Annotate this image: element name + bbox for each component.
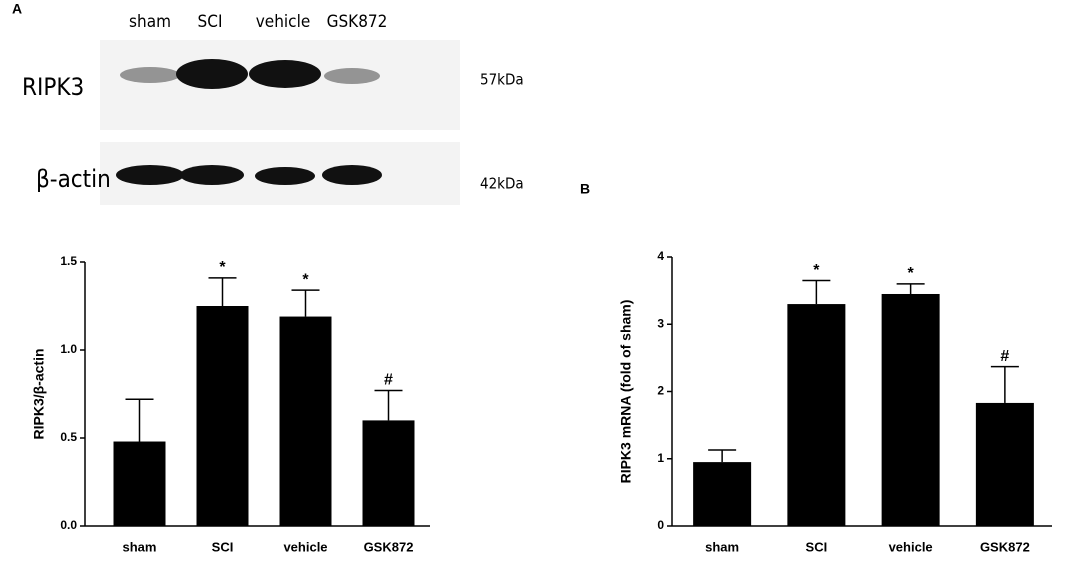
band xyxy=(322,165,382,185)
significance-mark: * xyxy=(813,262,820,279)
significance-mark: * xyxy=(908,265,915,282)
bar xyxy=(196,306,249,526)
bar xyxy=(881,293,940,526)
band xyxy=(176,59,248,89)
band xyxy=(249,60,321,88)
significance-mark: * xyxy=(302,271,309,288)
band xyxy=(120,67,180,83)
y-tick-label: 1.0 xyxy=(60,342,77,356)
bar xyxy=(362,420,415,526)
y-tick-label: 0 xyxy=(657,518,664,532)
y-tick-label: 4 xyxy=(657,249,664,263)
x-tick-label: GSK872 xyxy=(364,539,414,554)
y-tick-label: 1.5 xyxy=(60,254,77,268)
y-axis-label: RIPK3/β-actin xyxy=(31,348,47,439)
x-tick-label: sham xyxy=(705,539,739,554)
y-tick-label: 0.0 xyxy=(60,518,77,532)
size-label: 57kDa xyxy=(480,71,524,89)
y-axis-label: RIPK3 mRNA (fold of sham) xyxy=(618,300,634,484)
x-tick-label: SCI xyxy=(806,539,828,554)
bar xyxy=(975,402,1034,526)
bar xyxy=(787,304,846,526)
panel-label: B xyxy=(580,181,590,197)
y-tick-label: 0.5 xyxy=(60,430,77,444)
significance-mark: # xyxy=(384,372,393,389)
significance-mark: * xyxy=(219,259,226,276)
western-blot: sham SCI vehicle GSK872 RIPK3 β-actin 57… xyxy=(22,12,524,205)
x-tick-label: sham xyxy=(123,539,157,554)
band xyxy=(255,167,315,185)
protein-label: RIPK3 xyxy=(22,73,84,101)
protein-label: β-actin xyxy=(36,165,111,193)
x-tick-label: SCI xyxy=(212,539,234,554)
y-tick-label: 2 xyxy=(657,384,664,398)
bar xyxy=(279,316,332,526)
x-tick-label: vehicle xyxy=(283,539,327,554)
significance-mark: # xyxy=(1000,348,1009,365)
bar xyxy=(693,462,752,526)
lane-label: SCI xyxy=(198,12,223,32)
lane-label: vehicle xyxy=(256,12,310,32)
size-label: 42kDa xyxy=(480,175,524,193)
lane-label: GSK872 xyxy=(327,12,388,32)
bar xyxy=(113,441,166,526)
x-tick-label: GSK872 xyxy=(980,539,1030,554)
panel-label: A xyxy=(12,1,22,17)
y-tick-label: 3 xyxy=(657,316,664,330)
lane-label: sham xyxy=(129,12,171,32)
y-tick-label: 1 xyxy=(657,451,664,465)
band xyxy=(180,165,244,185)
band xyxy=(324,68,380,84)
band xyxy=(116,165,184,185)
x-tick-label: vehicle xyxy=(889,539,933,554)
